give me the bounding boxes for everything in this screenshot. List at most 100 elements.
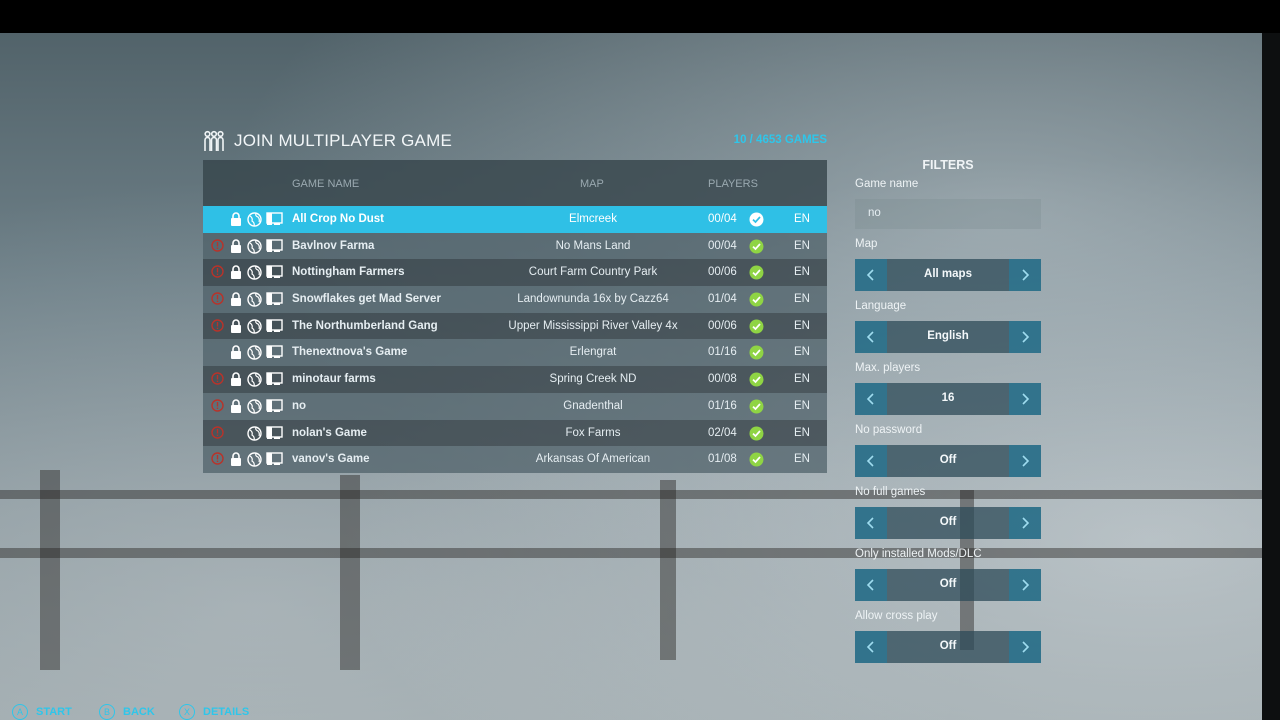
- globe-icon: [247, 212, 262, 230]
- warning-icon: [211, 425, 224, 442]
- chevron-left-icon[interactable]: [855, 569, 887, 601]
- game-language: EN: [794, 293, 810, 306]
- game-name: minotaur farms: [292, 373, 376, 386]
- lock-icon: [230, 238, 242, 256]
- game-language: EN: [794, 453, 810, 466]
- filter-label: Map: [855, 238, 878, 250]
- chevron-left-icon[interactable]: [855, 383, 887, 415]
- warning-icon: [211, 292, 224, 308]
- lock-icon: [230, 399, 242, 416]
- game-name: Snowflakes get Mad Server: [292, 293, 441, 306]
- filter-selector[interactable]: 16: [855, 383, 1041, 415]
- table-row[interactable]: Bavlnov Farma No Mans Land 00/04 EN: [203, 232, 827, 260]
- filter-value: Off: [939, 578, 957, 590]
- table-row[interactable]: vanov's Game Arkansas Of American 01/08 EN: [203, 446, 827, 473]
- game-name: vanov's Game: [292, 453, 370, 466]
- game-name: All Crop No Dust: [292, 213, 384, 225]
- check-icon: [749, 292, 764, 310]
- filters-panel: FILTERS Game name no Map All maps Language…: [855, 158, 1041, 672]
- chevron-left-icon[interactable]: [855, 321, 887, 353]
- chevron-right-icon[interactable]: [1009, 445, 1041, 477]
- chevron-right-icon[interactable]: [1009, 631, 1041, 663]
- check-icon: [749, 239, 764, 257]
- chevron-left-icon[interactable]: [855, 259, 887, 291]
- column-game-name[interactable]: GAME NAME: [292, 178, 360, 190]
- filter-selector[interactable]: All maps: [855, 259, 1041, 291]
- chevron-right-icon[interactable]: [1009, 259, 1041, 291]
- column-players[interactable]: PLAYERS: [708, 178, 758, 190]
- chevron-right-icon[interactable]: [1009, 569, 1041, 601]
- table-row[interactable]: All Crop No Dust Elmcreek 00/04 EN: [203, 206, 827, 233]
- filter-selector[interactable]: English: [855, 321, 1041, 353]
- filter-value: Off: [939, 454, 957, 466]
- check-icon: [749, 265, 764, 283]
- game-players: 01/16: [708, 346, 737, 359]
- filter-list: Map All maps Language English Max. players 16…: [855, 238, 1041, 663]
- game-language: EN: [794, 319, 810, 332]
- filter-value: English: [927, 330, 969, 342]
- warning-icon: [211, 452, 224, 468]
- filter-selector[interactable]: Off: [855, 507, 1041, 539]
- check-icon: [749, 319, 764, 337]
- start-label: START: [36, 706, 72, 718]
- game-language: EN: [794, 213, 810, 225]
- game-map: Elmcreek: [569, 213, 617, 225]
- filter-game-name: Game name no: [855, 178, 1041, 229]
- game-map: Landownunda 16x by Cazz64: [517, 293, 669, 306]
- filter-selector[interactable]: Off: [855, 445, 1041, 477]
- table-row[interactable]: minotaur farms Spring Creek ND 00/08 EN: [203, 366, 827, 393]
- game-language: EN: [794, 266, 810, 279]
- game-name-value: no: [868, 207, 881, 219]
- chevron-right-icon[interactable]: [1009, 383, 1041, 415]
- globe-icon: [247, 452, 262, 470]
- lock-icon: [230, 345, 242, 362]
- table-row[interactable]: The Northumberland Gang Upper Mississippi…: [203, 312, 827, 340]
- game-language: EN: [794, 399, 810, 412]
- table-row[interactable]: no Gnadenthal 01/16 EN: [203, 392, 827, 420]
- table-row[interactable]: nolan's Game Fox Farms 02/04 EN: [203, 419, 827, 447]
- pc-icon: [266, 425, 283, 443]
- globe-icon: [247, 319, 262, 337]
- warning-icon: [211, 238, 224, 255]
- check-icon: [749, 372, 764, 390]
- filter-group: Max. players 16: [855, 362, 1041, 415]
- filter-selector[interactable]: Off: [855, 631, 1041, 663]
- start-button[interactable]: A START: [12, 704, 72, 720]
- details-button[interactable]: X DETAILS: [179, 704, 249, 720]
- filter-group: Map All maps: [855, 238, 1041, 291]
- filter-label: Allow cross play: [855, 610, 938, 622]
- b-button-icon: B: [99, 704, 115, 720]
- warning-icon: [211, 372, 224, 388]
- chevron-right-icon[interactable]: [1009, 507, 1041, 539]
- game-players: 00/04: [708, 213, 737, 225]
- table-row[interactable]: Nottingham Farmers Court Farm Country Par…: [203, 259, 827, 287]
- game-players: 01/04: [708, 293, 737, 306]
- filter-selector[interactable]: Off: [855, 569, 1041, 601]
- chevron-left-icon[interactable]: [855, 445, 887, 477]
- table-row[interactable]: Snowflakes get Mad Server Landownunda 16x…: [203, 286, 827, 313]
- game-players: 00/04: [708, 239, 737, 252]
- game-name: Bavlnov Farma: [292, 239, 375, 252]
- filter-group: Language English: [855, 300, 1041, 353]
- filter-value: Off: [939, 640, 957, 652]
- back-button[interactable]: B BACK: [99, 704, 155, 720]
- pc-icon: [266, 319, 283, 336]
- game-map: Erlengrat: [569, 346, 617, 359]
- game-players: 00/06: [708, 266, 737, 279]
- filter-label: Language: [855, 300, 907, 312]
- game-language: EN: [794, 346, 810, 359]
- back-label: BACK: [123, 706, 155, 718]
- column-map[interactable]: MAP: [580, 178, 604, 190]
- lock-icon: [230, 452, 242, 469]
- chevron-left-icon[interactable]: [855, 507, 887, 539]
- pc-icon: [266, 345, 283, 362]
- game-name: Thenextnova's Game: [292, 346, 408, 359]
- pc-icon: [266, 292, 283, 309]
- filter-value: Off: [939, 516, 957, 528]
- chevron-right-icon[interactable]: [1009, 321, 1041, 353]
- game-name-input[interactable]: no: [855, 199, 1041, 229]
- pc-icon: [266, 265, 283, 282]
- table-row[interactable]: Thenextnova's Game Erlengrat 01/16 EN: [203, 339, 827, 367]
- chevron-left-icon[interactable]: [855, 631, 887, 663]
- pc-icon: [266, 399, 283, 416]
